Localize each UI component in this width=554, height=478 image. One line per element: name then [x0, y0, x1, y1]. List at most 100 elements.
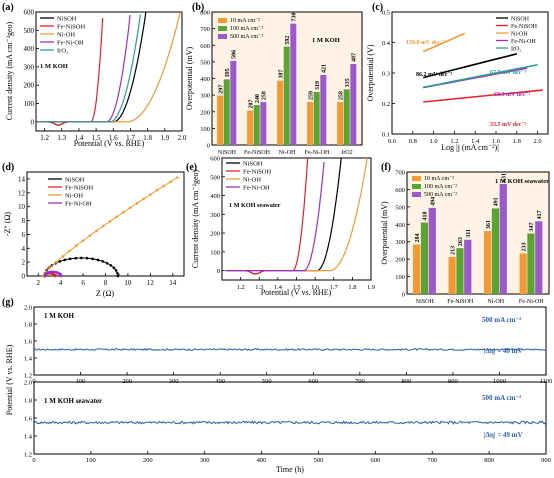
y-tick-label: 1.6: [24, 339, 33, 346]
y-tick-label: 8: [22, 217, 26, 225]
y-tick-label: 0.1: [382, 132, 390, 139]
x-tick-label: 1.4: [75, 134, 84, 142]
stability-trace: [34, 347, 547, 352]
x-tick-label: 800: [484, 457, 494, 464]
bar-value-label: 258: [338, 91, 344, 100]
y-tick-label: 1.4: [24, 434, 33, 441]
y-tick-label: 0: [31, 118, 35, 126]
x-tick-label: 1.5: [292, 284, 300, 291]
x-tick-label: 400: [257, 457, 267, 464]
legend-swatch: [412, 192, 421, 197]
panel-letter-d: (d): [2, 162, 14, 173]
legend-item: 10 mA cm⁻²: [230, 18, 260, 24]
marker-d: [75, 244, 78, 247]
y-tick-label: 500: [210, 174, 220, 181]
legend-item: NiSOH: [243, 161, 263, 168]
legend-item: Fe-Ni-OH: [65, 201, 92, 208]
x-tick-label: 0.8: [409, 138, 417, 145]
bar-f: [464, 239, 472, 294]
y-tick-label: 10: [18, 203, 26, 211]
plot-frame-g1: [33, 306, 547, 376]
x-tick-label: 8: [104, 279, 108, 287]
electrolyte-label: 1 M KOH seawater: [229, 202, 281, 209]
marker-d: [116, 274, 120, 278]
y-tick-label: 400: [200, 76, 210, 83]
bar-b: [290, 23, 297, 146]
x-tick-label: 200: [143, 457, 153, 464]
bar-f: [527, 233, 535, 294]
bar-value-label: 491: [494, 197, 500, 206]
y-tick-label: 300: [210, 212, 220, 219]
y-tick-label: 700: [395, 170, 405, 177]
line-c-Fe-NiSOH: [423, 89, 543, 103]
y-tick-label: 0: [402, 292, 405, 299]
legend-item: Fe-Ni-OH: [243, 185, 270, 192]
line-c-IrO2: [423, 64, 538, 89]
bar-b: [253, 105, 260, 145]
x-axis-label: Potential (V vs. RHE): [74, 139, 145, 148]
marker-d: [58, 260, 62, 263]
bar-b: [283, 46, 290, 145]
slope-annotation: 33.5 mV dec⁻¹: [490, 122, 527, 128]
y-tick-label: 6: [22, 231, 26, 239]
x-tick-label: 1.7: [126, 134, 135, 142]
y-tick-label: 0: [207, 143, 210, 150]
bar-b: [313, 91, 320, 145]
bar-value-label: 487: [352, 53, 358, 62]
marker-d: [115, 215, 119, 219]
bar-b: [230, 60, 237, 145]
x-tick-label: 0.6: [388, 138, 397, 145]
electrolyte-label: 1 M KOH: [40, 63, 68, 70]
marker-d: [142, 197, 145, 201]
x-tick-label: 300: [200, 457, 210, 464]
bar-b: [277, 80, 284, 145]
y-tick-label: 400: [24, 45, 35, 53]
x-tick-label: 10: [124, 279, 132, 287]
marker-d: [91, 257, 94, 261]
plot-frame-a: [35, 11, 183, 132]
legend-item: Fe-NiSOH: [243, 169, 271, 176]
x-tick-label: 1.2: [40, 134, 49, 142]
bar-f: [413, 244, 421, 294]
y-tick-label: 12: [18, 189, 26, 197]
legend-item: IrO₂: [511, 47, 521, 53]
bar-b: [350, 64, 357, 145]
bar-b: [247, 110, 254, 145]
marker-d: [116, 271, 119, 275]
y-tick-label: 1.8: [24, 322, 32, 329]
bar-value-label: 631: [502, 173, 508, 182]
bar-value-label: 361: [486, 220, 492, 229]
marker-d: [149, 193, 152, 196]
x-tick-label: 1.7: [330, 284, 339, 291]
y-tick-label: 200: [200, 109, 210, 116]
y-tick-label: 200: [395, 257, 405, 264]
bar-b: [223, 79, 230, 145]
electrolyte-label: 1 M KOH: [44, 312, 74, 320]
bar-b: [320, 75, 327, 145]
bar-f: [519, 253, 527, 294]
category-label: IrO2: [341, 150, 352, 156]
bar-value-label: 284: [415, 234, 421, 243]
bar-value-label: 730: [292, 13, 298, 22]
y-tick-label: 100: [200, 126, 210, 133]
y-tick-label: 0.2: [382, 101, 390, 108]
y-tick-label: 700: [200, 26, 210, 33]
y-tick-label: 4: [22, 245, 26, 253]
y-tick-label: 800: [200, 10, 210, 17]
y-tick-label: 2.0: [24, 305, 32, 312]
bar-value-label: 421: [322, 64, 328, 73]
category-label: Ni-OH: [279, 150, 296, 156]
y-tick-label: 300: [395, 239, 405, 246]
x-tick-label: 1.9: [367, 284, 375, 291]
y-tick-label: 0: [22, 273, 26, 281]
bar-value-label: 387: [278, 70, 284, 79]
bar-value-label: 233: [521, 242, 527, 251]
x-tick-label: 4: [59, 279, 63, 287]
y-tick-label: 14: [18, 175, 26, 183]
x-tick-label: 1.8: [348, 284, 356, 291]
x-tick-label: 500: [314, 457, 324, 464]
legend-swatch: [412, 176, 421, 181]
y-axis-label: Potential (V vs. RHE): [5, 344, 14, 415]
electrolyte-label: 1 M KOH: [312, 37, 340, 44]
